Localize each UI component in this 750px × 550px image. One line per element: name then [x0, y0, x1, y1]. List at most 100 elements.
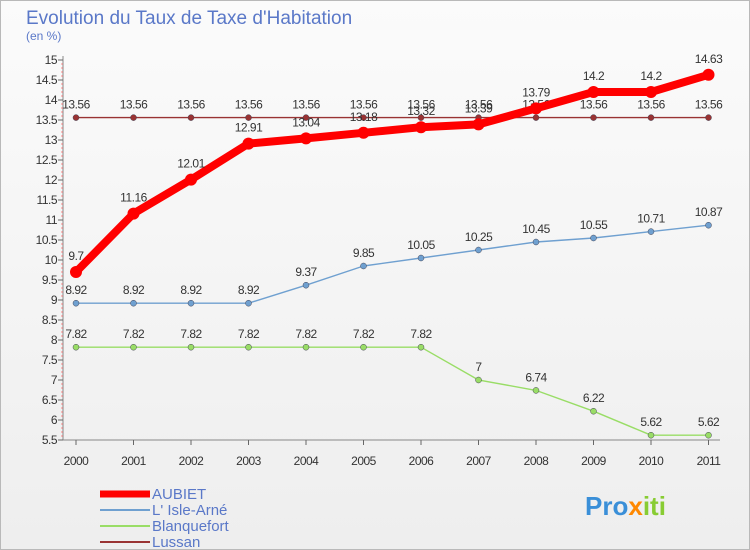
data-point	[702, 68, 715, 81]
data-label: 7.82	[410, 327, 432, 341]
y-tick-label: 12.5	[36, 153, 58, 167]
data-point	[302, 281, 310, 289]
data-label: 13.32	[407, 104, 435, 118]
data-point	[590, 234, 597, 242]
data-point	[417, 254, 425, 262]
data-point	[245, 114, 252, 121]
data-point	[360, 114, 367, 121]
data-point	[417, 114, 425, 121]
x-tick-label: 2006	[409, 454, 435, 468]
data-point	[705, 221, 712, 229]
data-point	[185, 173, 197, 186]
data-label: 7.82	[180, 327, 202, 341]
data-label: 9.85	[353, 246, 375, 260]
data-label: 6.74	[525, 370, 547, 384]
data-point	[127, 207, 140, 220]
y-tick-label: 15	[45, 53, 58, 67]
x-tick-label: 2008	[524, 454, 550, 468]
data-label: 13.79	[522, 85, 550, 99]
chart-subtitle: (en %)	[26, 29, 61, 43]
data-point	[590, 407, 597, 415]
data-point	[130, 343, 137, 351]
data-label: 8.92	[65, 283, 87, 297]
data-point	[302, 114, 310, 121]
data-point	[647, 431, 655, 439]
data-point	[705, 114, 712, 121]
legend-item: L' Isle-Arné	[100, 502, 227, 519]
x-tick-label: 2000	[64, 454, 90, 468]
data-label: 13.18	[350, 110, 378, 124]
x-tick-label: 2005	[351, 454, 377, 468]
y-tick-label: 7	[51, 373, 58, 387]
series-line	[75, 346, 710, 436]
data-point	[530, 102, 542, 115]
data-label: 10.71	[637, 212, 665, 226]
data-point	[187, 299, 195, 307]
data-label: 8.92	[238, 283, 260, 297]
data-label: 9.7	[68, 249, 84, 263]
series-line	[72, 70, 713, 276]
data-label: 13.56	[120, 98, 148, 112]
data-label: 13.56	[350, 98, 378, 112]
data-label: 7.82	[353, 327, 375, 341]
data-point	[70, 266, 82, 278]
data-point	[130, 114, 137, 121]
data-label: 13.56	[62, 98, 90, 112]
data-point	[357, 126, 370, 139]
legend-label: Blanquefort	[152, 518, 230, 535]
series-layer: 13.56 13.56 13.56 13.56 13.56 13.56 13.56 13.56…	[62, 52, 724, 439]
data-point	[187, 114, 195, 121]
data-point	[475, 376, 482, 384]
data-point	[532, 114, 540, 121]
data-label: 10.87	[695, 205, 723, 219]
y-tick-label: 8	[51, 333, 58, 347]
legend-label: L' Isle-Arné	[152, 502, 227, 519]
data-label: 10.25	[465, 230, 493, 244]
data-point	[645, 86, 657, 98]
data-label: 10.45	[522, 222, 550, 236]
data-label: 13.56	[292, 98, 320, 112]
data-label: 13.04	[292, 115, 320, 129]
data-label: 7	[475, 360, 482, 374]
legend-label: Lussan	[152, 534, 200, 550]
data-point	[242, 137, 255, 150]
data-label: 14.2	[583, 69, 605, 83]
y-tick-label: 11	[46, 213, 58, 227]
data-label: 5.62	[640, 415, 662, 429]
axes: 5.5 6 6.5 7 7.5 8 8.5 9 9.5 10 10.5 11 11.5 12 12.5 13 1…	[36, 53, 722, 468]
data-label: 8.92	[180, 283, 202, 297]
data-label: 5.62	[698, 415, 720, 429]
legend-item: Lussan	[100, 534, 200, 550]
data-label: 13.56	[465, 98, 493, 112]
legend-item: Blanquefort	[100, 518, 230, 535]
series-3: 13.56 13.56 13.56 13.56 13.56 13.56 13.56 13.56…	[62, 98, 724, 121]
data-point	[587, 86, 600, 98]
x-tick-label: 2009	[581, 454, 607, 468]
y-tick-label: 14.5	[36, 73, 58, 87]
data-label: 13.56	[177, 98, 205, 112]
data-label: 12.01	[177, 157, 205, 171]
y-tick-label: 10	[45, 253, 58, 267]
y-tick-label: 6.5	[42, 393, 58, 407]
data-point	[532, 238, 540, 246]
data-label: 14.2	[640, 69, 662, 83]
y-tick-label: 10.5	[36, 233, 58, 247]
y-tick-label: 5.5	[42, 433, 58, 447]
data-point	[300, 132, 312, 145]
data-point	[590, 114, 597, 121]
data-point	[72, 343, 80, 351]
y-tick-label: 9	[51, 293, 58, 307]
y-tick-label: 7.5	[42, 353, 58, 367]
data-label: 7.82	[295, 327, 317, 341]
legend-item: AUBIET	[100, 486, 206, 503]
y-tick-label: 9.5	[42, 273, 58, 287]
data-point	[360, 262, 367, 270]
data-point	[245, 299, 252, 307]
data-point	[647, 228, 655, 235]
data-label: 8.92	[123, 283, 145, 297]
data-label: 13.56	[695, 98, 723, 112]
chart-title: Evolution du Taux de Taxe d'Habitation	[26, 8, 352, 29]
